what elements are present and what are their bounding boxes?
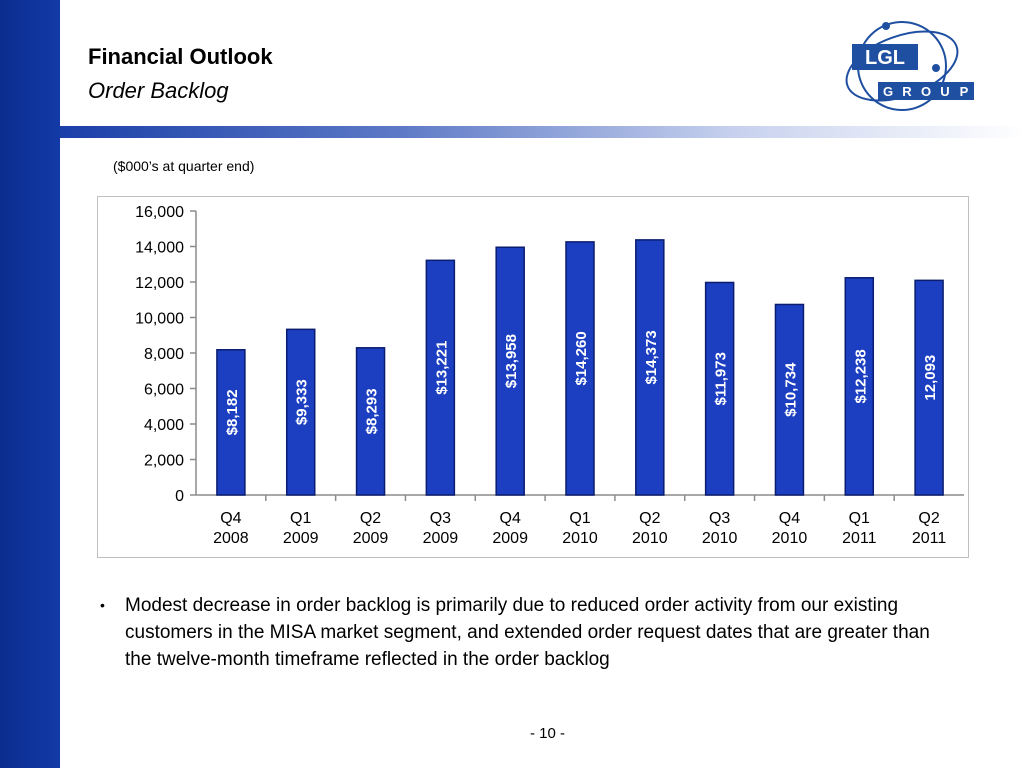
logo-letter-u: U [940,84,949,99]
left-sidebar-bar [0,0,60,768]
x-category-year-label: 2010 [702,530,738,547]
x-category-label: Q1 [569,510,590,527]
y-tick-label: 4,000 [144,417,184,434]
x-category-year-label: 2009 [353,530,389,547]
bar-data-label: $14,260 [573,331,590,385]
x-category-label: Q1 [849,510,870,527]
y-tick-label: 2,000 [144,453,184,470]
slide-subtitle: Order Backlog [88,78,229,103]
x-category-label: Q4 [779,510,800,527]
slide-title: Financial Outlook [88,44,273,69]
logo-letter-o: O [921,84,931,99]
y-tick-label: 12,000 [135,275,184,292]
y-tick-label: 14,000 [135,240,184,257]
bar-data-label: $14,373 [643,330,660,384]
x-category-year-label: 2011 [842,530,877,547]
x-category-year-label: 2011 [912,530,947,547]
y-tick-label: 10,000 [135,311,184,328]
x-category-label: Q2 [639,510,660,527]
logo-top-text: LGL [865,47,905,69]
x-category-year-label: 2010 [632,530,668,547]
y-tick-label: 6,000 [144,382,184,399]
bar [216,349,246,496]
bar [844,277,875,496]
x-category-label: Q1 [290,510,311,527]
bar-data-label: $8,293 [364,388,381,434]
chart-frame: 0 2,000 4,000 6,000 8,000 10,000 12,000 14,000 1… [97,196,969,558]
logo-letter-g: G [883,84,893,99]
bullet-point: • Modest decrease in order backlog is pr… [100,592,940,673]
bar-data-label: $10,734 [782,362,799,417]
x-category-label: Q4 [220,510,241,527]
logo-letter-r: R [902,84,912,99]
bar [355,347,386,496]
bar [565,241,595,496]
y-tick-label: 16,000 [135,204,184,221]
y-tick-label: 0 [175,488,184,505]
bar [704,281,735,496]
bar [425,259,456,496]
bar-data-label: $11,973 [713,352,730,405]
bullet-text: Modest decrease in order backlog is prim… [125,595,930,670]
bullet-marker: • [100,597,105,613]
x-category-year-label: 2009 [423,530,459,547]
x-category-year-label: 2010 [772,530,808,547]
bar-data-label: $9,333 [294,379,311,425]
order-backlog-chart: 0 2,000 4,000 6,000 8,000 10,000 12,000 14,000 1… [135,204,964,547]
x-category-year-label: 2009 [283,530,319,547]
lgl-group-logo: LGL G R O U P [845,21,974,111]
bar-data-label: $13,221 [433,341,450,395]
bar [635,239,665,496]
bar-data-label: 12,093 [922,355,939,401]
logo-group-letters: G R O U P [878,82,974,100]
bar-data-label: $13,958 [503,334,520,388]
y-tick-label: 8,000 [144,346,184,363]
x-category-year-label: 2010 [562,530,598,547]
x-category-label: Q4 [500,510,521,527]
bar-data-label: $8,182 [224,389,241,435]
x-category-label: Q2 [918,510,939,527]
x-category-label: Q3 [430,510,451,527]
bar [914,279,944,496]
x-category-year-label: 2008 [213,530,249,547]
chart-units-note: ($000’s at quarter end) [113,158,255,174]
page-number: - 10 - [530,725,566,742]
x-category-label: Q2 [360,510,381,527]
bar-data-label: $12,238 [852,349,869,403]
bar [285,328,316,496]
x-category-label: Q3 [709,510,730,527]
logo-letter-p: P [960,84,969,99]
header-gradient-rule [60,126,1024,138]
x-category-year-label: 2009 [492,530,528,547]
bar [495,246,525,496]
bar [774,303,805,496]
